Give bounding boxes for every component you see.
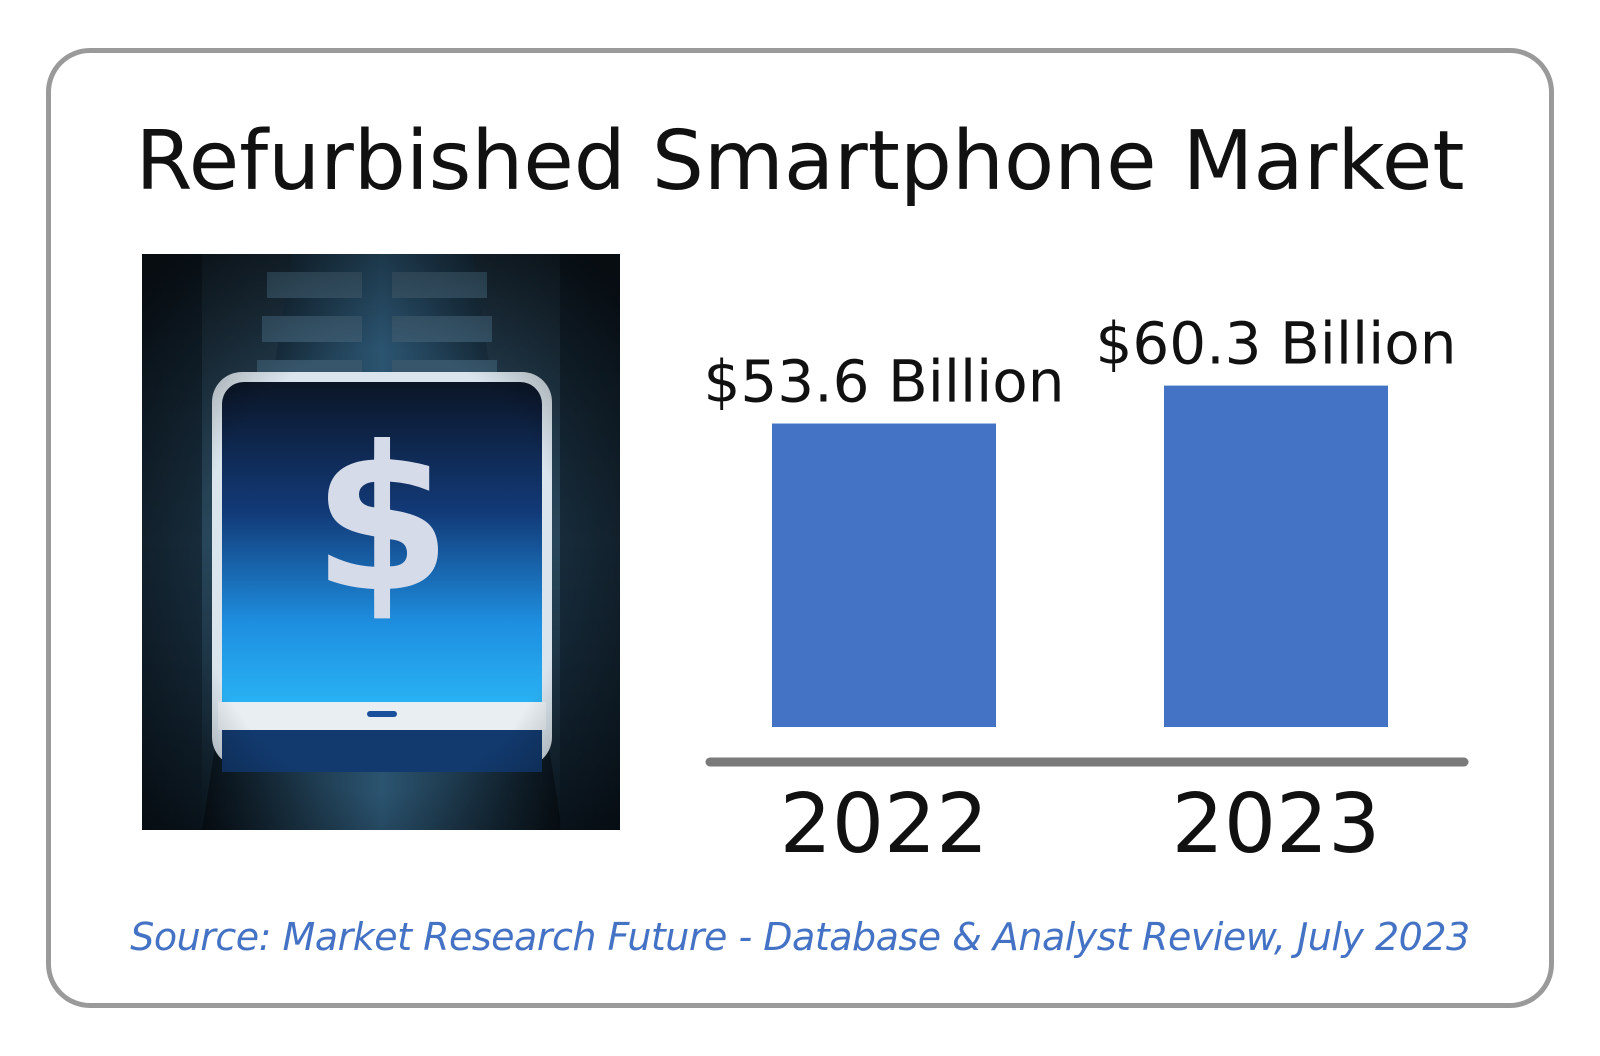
- value-label-2023: $60.3 Billion: [1096, 310, 1457, 378]
- category-label-2023: 2023: [1172, 777, 1381, 872]
- source-citation: Source: Market Research Future - Databas…: [130, 915, 1470, 959]
- bar-2023: [1164, 385, 1388, 727]
- bar-2022: [772, 423, 996, 727]
- category-label-2022: 2022: [780, 777, 989, 872]
- value-label-2022: $53.6 Billion: [704, 348, 1065, 416]
- page-title: Refurbished Smartphone Market: [135, 114, 1465, 209]
- phone-photo: $: [142, 254, 620, 830]
